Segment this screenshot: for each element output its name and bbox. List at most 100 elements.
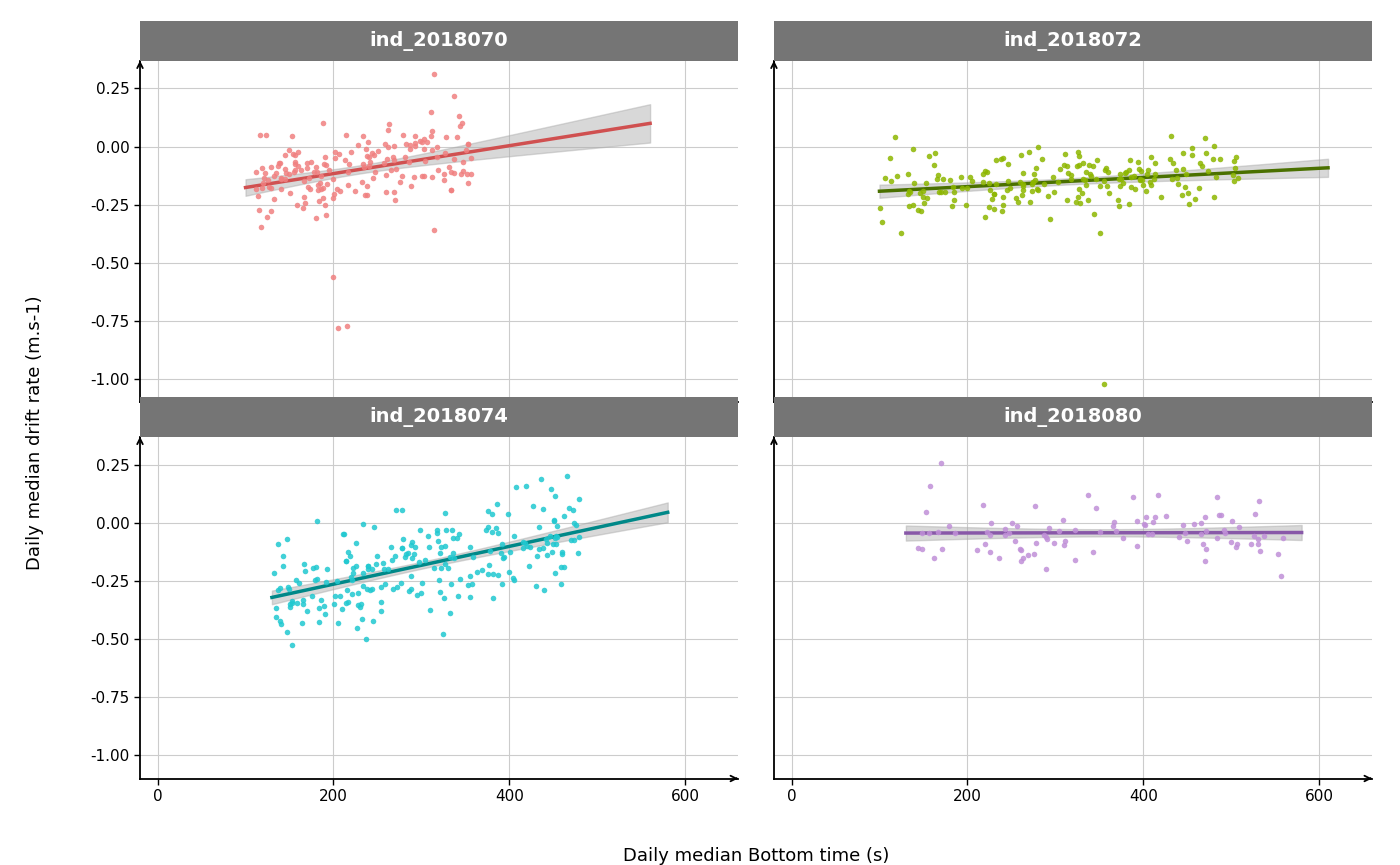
Point (951, 182, 973, 195)
Point (322, 172, 344, 186)
Point (312, 190, 335, 204)
Point (293, 190, 315, 204)
Point (1089, 525, 1112, 539)
Point (556, 469, 578, 483)
Point (372, 156, 395, 170)
Point (518, 559, 540, 573)
Point (1019, 195, 1042, 209)
Point (983, 188, 1005, 202)
Point (307, 183, 329, 197)
Point (245, 165, 267, 179)
Point (472, 563, 494, 577)
Point (309, 593, 332, 606)
Point (563, 534, 585, 548)
Point (1189, 156, 1211, 170)
Point (295, 157, 318, 170)
Point (1051, 514, 1074, 528)
Point (357, 559, 379, 573)
Point (466, 566, 489, 580)
Point (417, 541, 440, 554)
Point (361, 562, 384, 576)
Point (258, 173, 280, 187)
Point (456, 176, 479, 190)
Point (1134, 518, 1156, 532)
Point (280, 129, 302, 143)
Point (426, 527, 448, 541)
Point (249, 128, 272, 142)
Point (318, 163, 340, 177)
Point (1079, 169, 1102, 183)
Point (434, 146, 456, 160)
Point (1026, 183, 1049, 196)
Point (1194, 131, 1217, 144)
Point (934, 184, 956, 198)
Point (1023, 499, 1046, 513)
Point (1141, 516, 1163, 529)
Point (293, 202, 315, 215)
Point (274, 162, 297, 176)
Point (377, 140, 399, 154)
Point (269, 580, 291, 594)
Point (540, 482, 563, 496)
Point (374, 577, 396, 591)
Point (1124, 182, 1147, 195)
Point (871, 215, 893, 229)
Point (367, 144, 389, 158)
Point (409, 523, 431, 537)
Point (1086, 153, 1109, 167)
Point (526, 549, 549, 563)
Point (1180, 141, 1203, 155)
Point (277, 167, 300, 181)
Point (1166, 171, 1189, 185)
Point (1036, 532, 1058, 546)
Point (1095, 162, 1117, 176)
Point (375, 168, 398, 182)
Point (442, 152, 465, 166)
Point (281, 594, 304, 608)
Point (277, 580, 300, 593)
Point (251, 181, 273, 195)
Point (487, 568, 510, 582)
Point (1060, 171, 1082, 185)
Point (1224, 154, 1246, 168)
Point (287, 159, 309, 173)
Point (430, 561, 452, 575)
Point (308, 601, 330, 615)
Point (972, 498, 994, 512)
Point (290, 163, 312, 177)
Point (385, 162, 407, 176)
Point (1205, 490, 1228, 504)
Point (332, 528, 354, 541)
Point (567, 546, 589, 560)
Point (480, 507, 503, 521)
Point (1054, 534, 1077, 548)
Point (382, 185, 405, 199)
Point (927, 168, 949, 182)
Point (1109, 167, 1131, 181)
Point (913, 195, 935, 209)
Point (421, 170, 444, 183)
Point (979, 545, 1001, 559)
Text: ind_2018070: ind_2018070 (370, 30, 508, 51)
Point (270, 172, 293, 186)
Point (381, 581, 403, 595)
Point (386, 580, 409, 593)
Point (998, 526, 1021, 540)
Point (325, 183, 347, 196)
Point (410, 135, 433, 149)
Point (1033, 177, 1056, 191)
Point (897, 187, 920, 201)
Point (1183, 517, 1205, 531)
Point (1114, 166, 1137, 180)
Point (1012, 167, 1035, 181)
Point (1133, 178, 1155, 192)
Point (1112, 531, 1134, 545)
Point (448, 528, 470, 541)
Point (522, 499, 545, 513)
Point (391, 577, 413, 591)
Point (326, 321, 349, 335)
Point (1072, 156, 1095, 170)
Point (1102, 519, 1124, 533)
Point (403, 540, 426, 554)
Point (252, 176, 274, 189)
